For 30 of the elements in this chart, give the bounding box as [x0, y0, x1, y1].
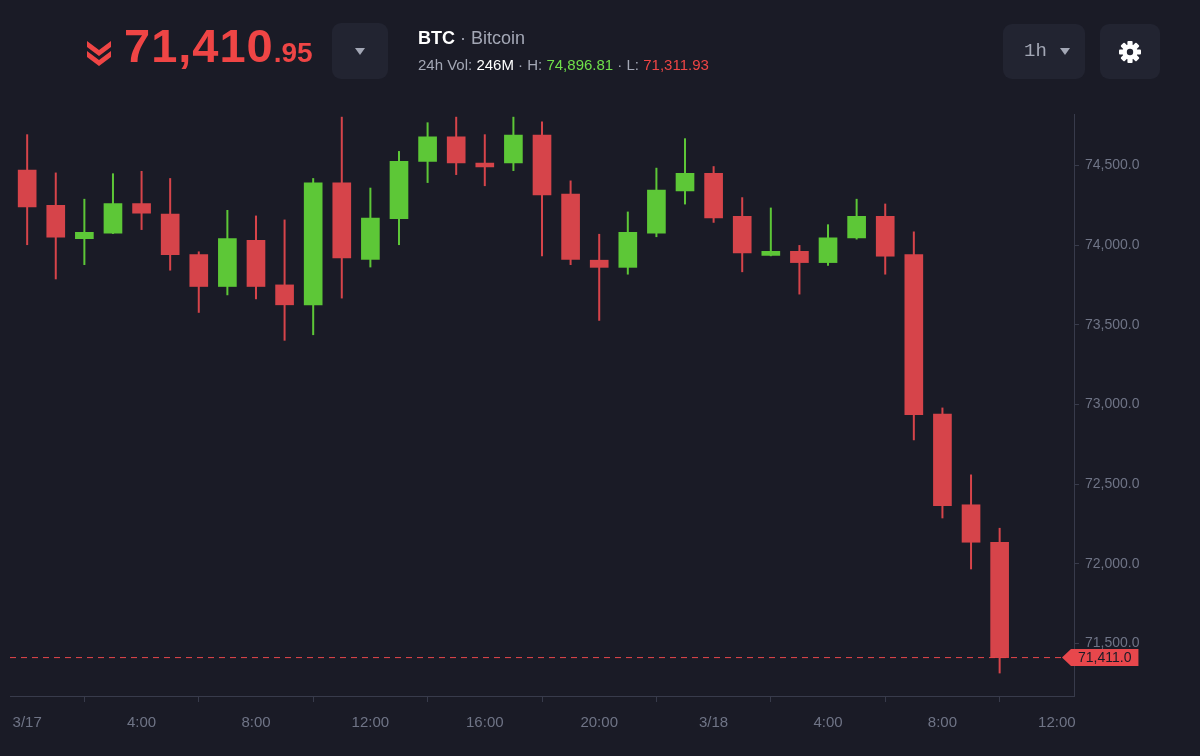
ref-line-label: 71,411.0 — [1077, 649, 1132, 666]
x-tick-label: 3/18 — [699, 713, 729, 731]
x-tick-label: 16:00 — [466, 713, 504, 731]
candlestick — [761, 206, 781, 258]
x-tick-label: 8:00 — [241, 713, 271, 731]
x-tick-label: 4:00 — [813, 713, 843, 731]
candlestick — [589, 232, 609, 322]
x-tick-label: 4:00 — [126, 713, 157, 731]
y-tick-label: 72,500.0 — [1085, 474, 1140, 491]
chart-subtitle: 24h Vol: 246M · H: 74,896.81 · L: 71,311.93 — [418, 56, 709, 73]
text: 1h — [1024, 40, 1047, 62]
y-tick-label: 73,500.0 — [1085, 315, 1140, 332]
x-tick-label: 8:00 — [927, 713, 958, 731]
x-tick-label: 3/17 — [12, 713, 42, 731]
candlestick — [790, 244, 809, 296]
y-tick-label: 74,500.0 — [1085, 156, 1140, 173]
y-tick-label: 71,500.0 — [1085, 634, 1140, 651]
y-tick-label: 73,000.0 — [1085, 395, 1140, 412]
x-tick-label: 20:00 — [580, 713, 618, 731]
candlestick — [132, 169, 151, 231]
x-tick-label: 12:00 — [1038, 713, 1076, 731]
y-tick-label: 74,000.0 — [1085, 235, 1140, 252]
candlestick — [847, 197, 866, 241]
chart-title: BTC · Bitcoin — [418, 28, 526, 49]
candlestick — [675, 137, 695, 206]
y-tick-label: 72,000.0 — [1085, 554, 1140, 571]
text: 71,410.95 — [124, 18, 313, 73]
x-tick-label: 12:00 — [351, 713, 390, 731]
candlestick — [75, 197, 94, 266]
candlestick — [275, 218, 294, 342]
